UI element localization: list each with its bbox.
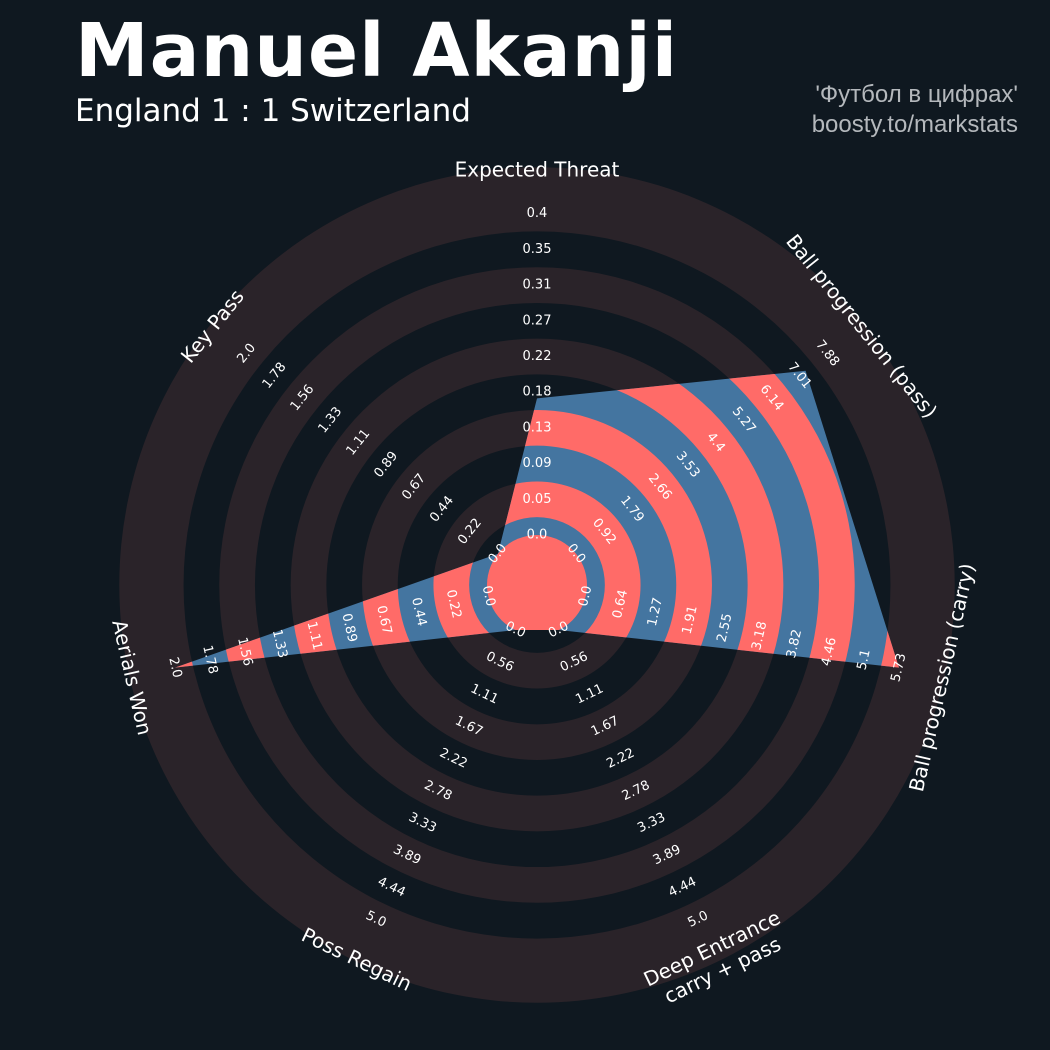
credit-line-1: 'Футбол в цифрах' — [815, 81, 1018, 108]
tick-label: 4.46 — [819, 636, 840, 668]
tick-label: 3.33 — [406, 810, 439, 836]
tick-label: 1.11 — [304, 620, 325, 652]
tick-label: 1.33 — [269, 628, 290, 660]
tick-label: 3.82 — [784, 628, 805, 660]
tick-label: 0.09 — [523, 456, 552, 471]
tick-label: 1.33 — [316, 404, 346, 436]
tick-label: 0.27 — [523, 313, 552, 328]
tick-label: 5.1 — [855, 648, 874, 672]
tick-label: 0.89 — [371, 449, 401, 481]
tick-label: 1.27 — [645, 596, 666, 628]
tick-label: 0.22 — [523, 349, 552, 364]
tick-label: 1.91 — [680, 604, 701, 636]
tick-label: 0.89 — [338, 612, 359, 644]
tick-label: 1.56 — [234, 636, 255, 668]
tick-label: 0.31 — [523, 278, 552, 293]
credit-line-2: boosty.to/markstats — [811, 111, 1018, 138]
tick-label: 0.18 — [523, 385, 552, 400]
tick-label: 0.44 — [408, 596, 429, 628]
tick-label: 3.18 — [749, 620, 770, 652]
tick-label: 0.4 — [527, 206, 548, 221]
tick-label: 0.05 — [523, 492, 552, 507]
tick-label: 2.22 — [437, 746, 470, 772]
tick-label: 1.78 — [199, 644, 220, 676]
tick-label: 2.22 — [604, 746, 637, 772]
tick-label: 0.0 — [479, 584, 498, 608]
polygon-band-center — [487, 535, 587, 635]
tick-label: 0.67 — [373, 604, 394, 636]
tick-label: 2.55 — [714, 612, 735, 644]
tick-label: 4.44 — [375, 874, 408, 900]
tick-label: 1.78 — [260, 360, 290, 392]
match-subtitle: England 1 : 1 Switzerland — [75, 93, 471, 129]
tick-label: 1.11 — [573, 681, 606, 707]
tick-label: 0.22 — [443, 588, 464, 620]
axis-label-line: Expected Threat — [455, 158, 620, 182]
tick-label: 3.33 — [635, 810, 668, 836]
tick-label: 2.0 — [165, 656, 184, 680]
tick-label: 1.11 — [468, 681, 501, 707]
tick-label: 0.0 — [576, 584, 595, 608]
tick-label: 4.44 — [666, 874, 699, 900]
tick-label: 5.73 — [888, 652, 909, 684]
credit-block: 'Футбол в цифрах' boosty.to/markstats — [812, 80, 1018, 140]
tick-label: 0.44 — [427, 493, 457, 525]
tick-label: 0.0 — [527, 528, 548, 543]
axis-label: Expected Threat — [455, 158, 620, 182]
tick-label: 0.64 — [610, 588, 631, 620]
tick-label: 0.35 — [523, 242, 552, 257]
player-name-title: Manuel Akanji — [75, 8, 679, 94]
tick-label: 0.13 — [523, 420, 552, 435]
